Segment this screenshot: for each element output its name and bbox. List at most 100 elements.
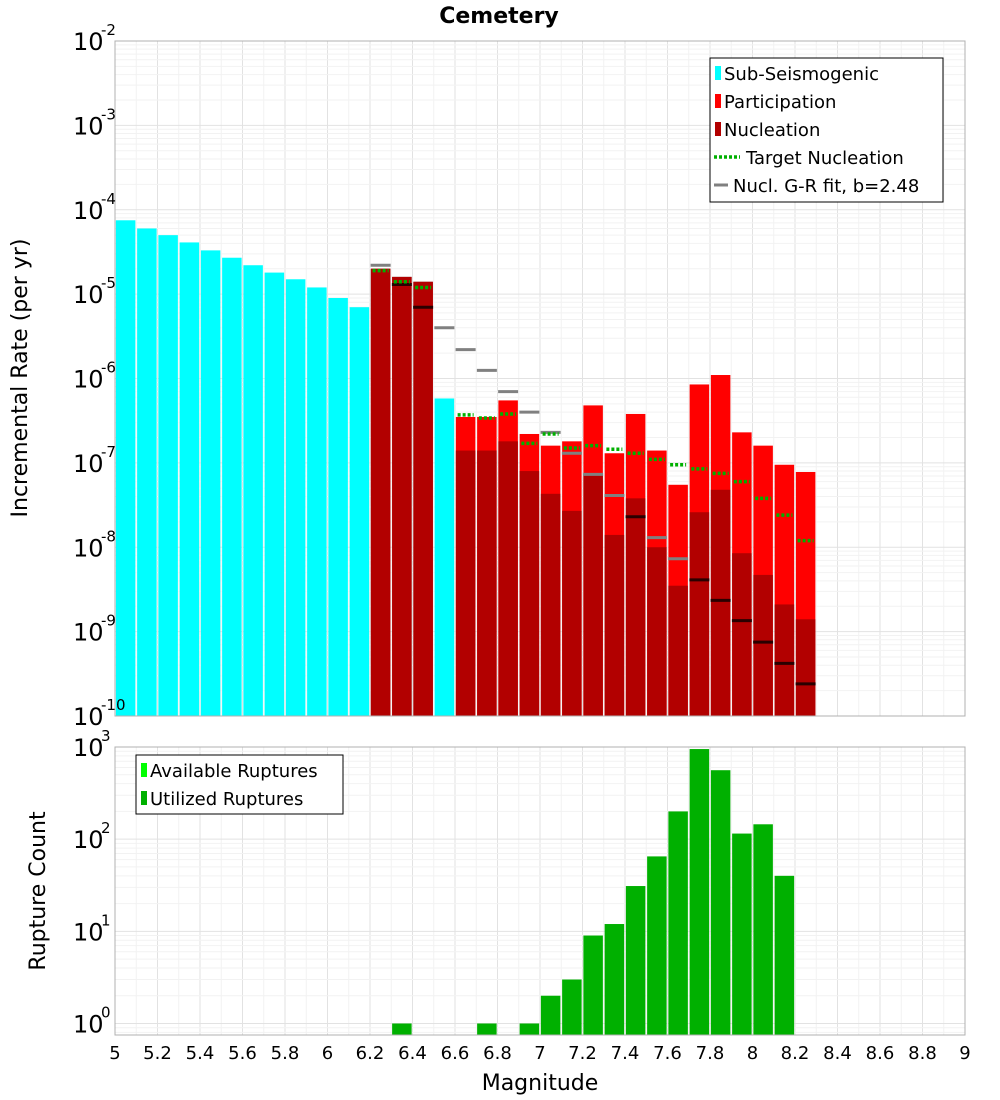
utilized-ruptures-bar: [753, 824, 773, 1035]
legend-item: Nucleation: [715, 120, 820, 141]
x-tick-label: 7.4: [611, 1043, 640, 1064]
x-tick-label: 6: [322, 1043, 333, 1064]
tick-label-base: 10: [73, 366, 104, 394]
utilized-ruptures-bar: [668, 811, 688, 1035]
y-tick-rate: 10-8: [73, 527, 116, 562]
utilized-ruptures-bar: [392, 1023, 412, 1035]
chart-title: Cemetery: [439, 4, 559, 29]
gr-fit-segments: [370, 263, 816, 686]
nucleation-bar: [689, 512, 710, 716]
nucleation-bar: [668, 585, 688, 716]
nucleation-bar: [604, 534, 625, 716]
x-tick-label: 8.2: [781, 1043, 810, 1064]
nucleation-bar: [498, 441, 518, 716]
nucleation-bar: [710, 489, 731, 716]
x-tick-label: 7.2: [568, 1043, 597, 1064]
plot-frame: [114, 746, 966, 1036]
x-tick-label: 7: [534, 1043, 545, 1064]
x-tick-label: 8: [747, 1043, 758, 1064]
y-tick-rate: 10-6: [73, 359, 116, 394]
utilized-ruptures-bar: [477, 1023, 497, 1035]
utilized-ruptures-bar: [774, 875, 795, 1035]
tick-label-exponent: -5: [101, 274, 116, 292]
sub-seismogenic-bar: [243, 265, 263, 716]
tick-label-base: 10: [73, 197, 104, 225]
sub-seismogenic-bar: [222, 257, 242, 716]
tick-label-exponent: 2: [101, 819, 111, 837]
tick-label-base: 10: [73, 734, 104, 762]
tick-label-exponent: -9: [101, 612, 116, 630]
x-tick-label: 7.8: [696, 1043, 725, 1064]
x-tick-label: 8.6: [866, 1043, 895, 1064]
utilized-ruptures-bar: [519, 1023, 540, 1035]
nucleation-bar: [562, 510, 582, 716]
sub-seismogenic-bar: [264, 272, 285, 716]
y-tick-count: 101: [73, 911, 111, 946]
nucleation-bar: [455, 450, 476, 716]
legend-label: Nucl. G-R fit, b=2.48: [733, 176, 919, 197]
y-tick-rate: 10-7: [73, 443, 116, 478]
nucleation-bar: [774, 604, 795, 716]
nucleation-bar: [370, 268, 391, 716]
sub-seismogenic-bar: [179, 242, 200, 716]
legend-item: Participation: [715, 92, 836, 113]
legend-item: Target Nucleation: [714, 148, 904, 169]
x-tick-label: 6.6: [441, 1043, 470, 1064]
tick-label-base: 10: [73, 281, 104, 309]
tick-label-exponent: 1: [101, 911, 111, 929]
tick-label-exponent: -8: [101, 527, 116, 545]
utilized-ruptures-bar: [625, 886, 646, 1035]
nucleation-bar: [647, 547, 667, 716]
legend-item: Nucl. G-R fit, b=2.48: [714, 176, 919, 197]
sub-seismogenic-bar: [200, 250, 221, 717]
tick-label-base: 10: [73, 918, 104, 946]
legend-label: Utilized Ruptures: [150, 789, 303, 810]
x-tick-label: 5.4: [186, 1043, 215, 1064]
legend-label: Available Ruptures: [150, 761, 318, 782]
y-tick-rate: 10-3: [73, 105, 116, 140]
utilized-ruptures-bar: [583, 935, 603, 1035]
tick-label-exponent: 3: [101, 727, 111, 745]
sub-seismogenic-bar: [158, 235, 178, 716]
legend-swatch: [715, 66, 721, 80]
y-tick-rate: 10-9: [73, 612, 116, 647]
tick-label-exponent: -7: [101, 443, 116, 461]
legend-rate: Sub-Seismogenic Participation Nucleation Ta…: [709, 57, 944, 203]
legend-label: Sub-Seismogenic: [724, 64, 879, 85]
x-tick-label: 8.4: [823, 1043, 852, 1064]
nucleation-bars: [370, 268, 816, 716]
tick-label-base: 10: [73, 112, 104, 140]
tick-label-base: 10: [73, 703, 104, 731]
legend-box: [135, 754, 344, 815]
x-tick-label: 5.2: [143, 1043, 172, 1064]
x-tick-label: 6.2: [356, 1043, 385, 1064]
legend-label: Nucleation: [724, 120, 820, 141]
rate-panel: 10-1010-910-810-710-610-510-410-310-2Sub…: [73, 21, 966, 731]
y-tick-rate: 10-2: [73, 21, 116, 56]
sub-seismogenic-bar: [434, 398, 455, 716]
legend-item: Sub-Seismogenic: [715, 64, 879, 85]
y-axis-label-count: Rupture Count: [26, 811, 51, 971]
nucleation-bar: [795, 619, 816, 716]
sub-seismogenic-bar: [349, 307, 370, 716]
x-tick-label: 6.4: [398, 1043, 427, 1064]
nucleation-bar: [477, 450, 497, 716]
utilized-ruptures-bar: [647, 856, 667, 1035]
legend-item: Utilized Ruptures: [141, 789, 303, 810]
nucleation-bar: [392, 276, 412, 716]
y-tick-rate: 10-4: [73, 190, 116, 225]
legend-swatch: [715, 94, 721, 108]
nucleation-bar: [519, 471, 540, 716]
sub-seismogenic-bar: [137, 228, 157, 716]
tick-label-base: 10: [73, 28, 104, 56]
x-tick-label: 5: [109, 1043, 120, 1064]
x-ticks: 5 5.2 5.4 5.6 5.8 6 6.2 6.4 6.6 6.8 7 7.2 7.4 7.6 7.8 8…: [109, 1043, 970, 1064]
y-tick-rate: 10-10: [73, 696, 126, 731]
x-tick-label: 7.6: [653, 1043, 682, 1064]
x-tick-label: 8.8: [908, 1043, 937, 1064]
sub-seismogenic-bar: [307, 287, 327, 716]
legend-item: Available Ruptures: [141, 761, 318, 782]
utilized-ruptures-bar: [710, 770, 731, 1035]
y-tick-rate: 10-5: [73, 274, 116, 309]
